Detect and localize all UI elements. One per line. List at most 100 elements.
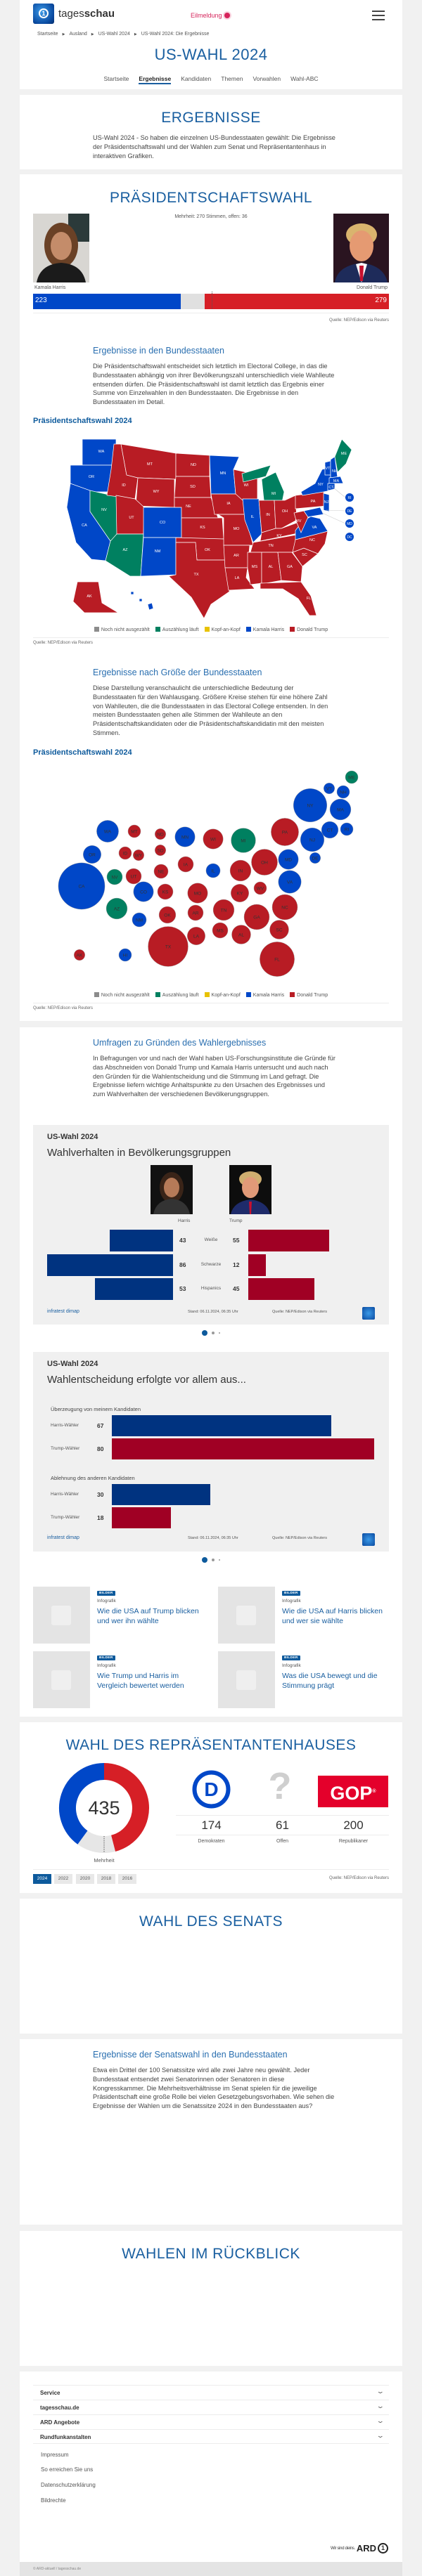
bubble-ks[interactable] bbox=[157, 883, 174, 900]
bubble-wa[interactable] bbox=[96, 820, 119, 843]
teaser-card[interactable]: BILDER Infografik Wie die USA auf Harris b… bbox=[218, 1587, 394, 1644]
bubble-ak[interactable] bbox=[74, 949, 85, 961]
state-md[interactable] bbox=[303, 507, 324, 518]
footer-link-contact[interactable]: So erreichen Sie uns bbox=[41, 2466, 94, 2473]
bubble-ok[interactable] bbox=[158, 906, 177, 924]
bubble-md[interactable] bbox=[278, 849, 299, 870]
bubble-nd[interactable] bbox=[155, 828, 166, 840]
tab-ergebnisse[interactable]: Ergebnisse bbox=[139, 75, 172, 84]
footer-accordion-ard[interactable]: ARD Angebote ⌄ bbox=[33, 2414, 389, 2429]
us-electoral-map[interactable]: WA OR CA NV ID MT WY UT AZ CO NM ND SD NE KS OK TX MN IA MO… bbox=[0, 422, 422, 618]
state-ak[interactable] bbox=[72, 581, 120, 613]
teaser-card[interactable]: BILDER Infografik Wie die USA auf Trump bl… bbox=[33, 1587, 209, 1644]
bubble-co[interactable] bbox=[133, 881, 154, 902]
year-button-2020[interactable]: 2020 bbox=[76, 1874, 94, 1884]
state-ri[interactable] bbox=[345, 493, 354, 502]
state-ma[interactable] bbox=[328, 476, 344, 484]
bubble-tx[interactable] bbox=[148, 926, 188, 967]
teaser-title[interactable]: Wie die USA auf Trump blicken und wer ih… bbox=[97, 1607, 199, 1625]
breaking-news-link[interactable]: Eilmeldung bbox=[191, 12, 230, 19]
bubble-nm[interactable] bbox=[132, 912, 147, 928]
bubble-de[interactable] bbox=[309, 852, 321, 864]
bubble-vt[interactable] bbox=[324, 783, 335, 794]
teaser-card[interactable]: BILDER Infografik Wie Trump und Harris im … bbox=[33, 1651, 209, 1708]
footer-accordion-rundfunk[interactable]: Rundfunkanstalten ⌄ bbox=[33, 2429, 389, 2444]
tab-kandidaten[interactable]: Kandidaten bbox=[181, 75, 212, 82]
footer-link-image-rights[interactable]: Bildrechte bbox=[41, 2497, 66, 2504]
tab-vorwahlen[interactable]: Vorwahlen bbox=[252, 75, 281, 82]
bubble-me[interactable] bbox=[345, 770, 359, 784]
bubble-ny[interactable] bbox=[293, 788, 328, 823]
footer-link-impressum[interactable]: Impressum bbox=[41, 2452, 69, 2458]
bubble-ca[interactable] bbox=[58, 862, 106, 910]
bubble-ar[interactable] bbox=[187, 904, 204, 921]
bubble-sc[interactable] bbox=[269, 920, 289, 939]
bubble-id[interactable] bbox=[118, 846, 132, 860]
bubble-sd[interactable] bbox=[155, 845, 166, 856]
bubble-pa[interactable] bbox=[271, 818, 299, 846]
bubble-mo[interactable] bbox=[187, 883, 208, 904]
bubble-wv[interactable] bbox=[253, 881, 267, 895]
state-nj[interactable] bbox=[323, 493, 330, 512]
footer-link-privacy[interactable]: Datenschutzerklärung bbox=[41, 2482, 96, 2488]
state-fl[interactable] bbox=[260, 581, 317, 616]
bubble-la[interactable] bbox=[187, 927, 205, 945]
teaser-card[interactable]: BILDER Infografik Was die USA bewegt und d… bbox=[218, 1651, 394, 1708]
ard-logo[interactable]: Wir sind deins. ARD 1 bbox=[331, 2543, 388, 2554]
footer-accordion-service[interactable]: Service ⌄ bbox=[33, 2385, 389, 2400]
breadcrumb-item[interactable]: US-Wahl 2024 bbox=[98, 32, 130, 37]
year-button-2022[interactable]: 2022 bbox=[54, 1874, 72, 1884]
state-tx[interactable] bbox=[168, 542, 233, 618]
carousel-dots[interactable] bbox=[0, 1330, 422, 1336]
bubble-al[interactable] bbox=[231, 925, 251, 944]
bubble-wy[interactable] bbox=[133, 850, 144, 861]
bubble-nv[interactable] bbox=[106, 869, 123, 885]
state-ga[interactable] bbox=[277, 552, 303, 583]
breadcrumb-item[interactable]: Ausland bbox=[69, 32, 87, 37]
year-button-2016[interactable]: 2016 bbox=[118, 1874, 136, 1884]
bubble-or[interactable] bbox=[83, 845, 101, 864]
bubble-nh[interactable] bbox=[336, 785, 350, 799]
state-az[interactable] bbox=[105, 533, 144, 577]
state-al[interactable] bbox=[261, 552, 282, 584]
bubble-va[interactable] bbox=[278, 870, 302, 894]
bubble-il[interactable] bbox=[205, 863, 221, 878]
bubble-ky[interactable] bbox=[231, 884, 249, 902]
bubble-ut[interactable] bbox=[125, 868, 142, 885]
bubble-ne[interactable] bbox=[153, 864, 169, 879]
bubble-in[interactable] bbox=[229, 859, 252, 882]
menu-button[interactable] bbox=[372, 11, 385, 20]
state-hi[interactable] bbox=[130, 591, 134, 595]
tab-wahl-abc[interactable]: Wahl-ABC bbox=[290, 75, 319, 82]
year-button-2024[interactable]: 2024 bbox=[33, 1874, 51, 1884]
state-de[interactable] bbox=[345, 507, 354, 515]
tab-themen[interactable]: Themen bbox=[221, 75, 243, 82]
bubble-tn[interactable] bbox=[212, 899, 235, 921]
state-me[interactable] bbox=[334, 438, 352, 473]
tagesschau-logo[interactable]: 1 tagesschau bbox=[33, 4, 115, 24]
bubble-ct[interactable] bbox=[321, 821, 339, 839]
bubble-fl[interactable] bbox=[260, 942, 295, 977]
year-button-2018[interactable]: 2018 bbox=[97, 1874, 115, 1884]
bubble-mi[interactable] bbox=[231, 828, 256, 853]
us-bubble-chart[interactable]: CA WA OR NV AZ MT ID WY UT CO NM ND SD NE KS OK TX MN IA MO… bbox=[0, 769, 422, 980]
bubble-hi[interactable] bbox=[118, 948, 132, 962]
breadcrumb-item[interactable]: Startseite bbox=[37, 32, 58, 37]
state-hi[interactable] bbox=[147, 602, 154, 611]
bubble-mn[interactable] bbox=[174, 826, 196, 847]
bubble-ri[interactable] bbox=[340, 822, 354, 836]
bubble-oh[interactable] bbox=[251, 849, 278, 876]
footer-accordion-tagesschau[interactable]: tagesschau.de ⌄ bbox=[33, 2400, 389, 2414]
teaser-title[interactable]: Wie Trump und Harris im Vergleich bewert… bbox=[97, 1672, 184, 1690]
bubble-ms[interactable] bbox=[212, 922, 229, 939]
state-dc[interactable] bbox=[345, 533, 354, 541]
state-il[interactable] bbox=[242, 498, 262, 543]
teaser-title[interactable]: Wie die USA auf Harris blicken und wer s… bbox=[282, 1607, 383, 1625]
state-wv[interactable] bbox=[293, 510, 309, 533]
bubble-az[interactable] bbox=[106, 897, 128, 920]
bubble-nc[interactable] bbox=[271, 894, 298, 921]
bubble-mt[interactable] bbox=[127, 824, 141, 838]
state-mt[interactable] bbox=[120, 443, 177, 480]
state-nm[interactable] bbox=[140, 537, 177, 577]
teaser-title[interactable]: Was die USA bewegt und die Stimmung präg… bbox=[282, 1672, 378, 1690]
